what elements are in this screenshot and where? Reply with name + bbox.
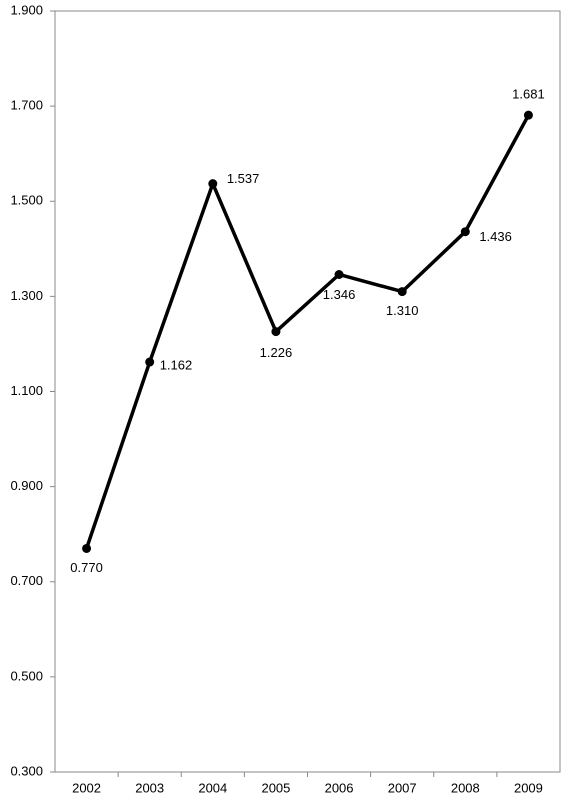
data-label: 1.537 [227,171,260,186]
data-label: 1.346 [323,287,356,302]
data-label: 1.436 [479,229,512,244]
data-label: 0.770 [70,560,103,575]
y-tick-label: 0.900 [10,478,43,493]
data-line [84,114,530,550]
x-tick-label: 2003 [135,780,164,795]
y-tick-label: 1.700 [10,98,43,113]
x-tick-label: 2002 [72,780,101,795]
y-tick-label: 0.500 [10,668,43,683]
x-tick-label: 2009 [514,780,543,795]
data-point [208,179,218,189]
data-point [460,227,470,237]
x-tick-label: 2007 [388,780,417,795]
x-tick-label: 2004 [198,780,227,795]
x-tick-label: 2006 [325,780,354,795]
y-tick-label: 1.900 [10,2,43,17]
y-tick-label: 1.300 [10,288,43,303]
y-tick-label: 1.100 [10,383,43,398]
data-label: 1.310 [386,303,419,318]
data-label: 1.162 [160,357,193,372]
x-tick-label: 2008 [451,780,480,795]
data-label: 1.681 [512,87,545,102]
x-tick-label: 2005 [261,780,290,795]
plot-frame [54,10,561,773]
data-point [82,543,92,553]
data-label: 1.226 [260,345,293,360]
data-point [271,327,281,337]
data-point [523,110,533,120]
y-tick-label: 0.300 [10,763,43,778]
data-point [334,269,344,279]
data-point [397,287,407,297]
data-point [145,357,155,367]
y-tick-label: 0.700 [10,573,43,588]
y-tick-label: 1.500 [10,193,43,208]
